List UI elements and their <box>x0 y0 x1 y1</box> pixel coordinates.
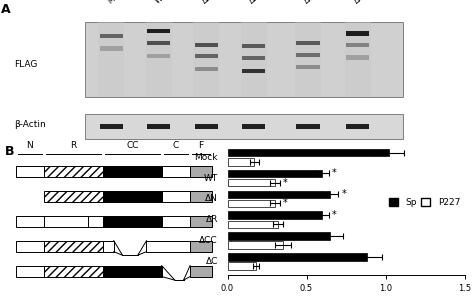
Text: *: * <box>332 210 337 220</box>
Bar <box>44 241 103 252</box>
Bar <box>44 191 103 202</box>
Bar <box>190 266 212 277</box>
Bar <box>194 124 218 129</box>
Bar <box>228 211 322 219</box>
Bar <box>228 262 256 270</box>
Text: WT: WT <box>204 174 218 183</box>
Text: ΔN: ΔN <box>201 0 215 5</box>
Bar <box>103 166 162 177</box>
Bar <box>16 266 44 277</box>
Bar <box>194 43 218 47</box>
Bar <box>16 241 44 252</box>
Bar <box>147 41 171 45</box>
Bar <box>228 200 275 207</box>
Text: *: * <box>332 169 337 179</box>
Text: WT: WT <box>153 0 168 5</box>
Text: ΔCC: ΔCC <box>200 236 218 245</box>
Bar <box>147 29 171 33</box>
Text: ΔCC: ΔCC <box>302 0 320 5</box>
Bar <box>162 191 190 202</box>
Bar <box>44 166 103 177</box>
Text: ΔC: ΔC <box>206 257 218 266</box>
Text: Mock: Mock <box>194 153 218 162</box>
Bar <box>103 241 114 252</box>
Bar <box>228 170 322 177</box>
Text: FLAG: FLAG <box>14 60 37 69</box>
Text: ΔC: ΔC <box>352 0 366 5</box>
Bar <box>346 56 370 60</box>
Bar <box>297 124 319 129</box>
Text: ΔN: ΔN <box>205 194 218 203</box>
Text: Mock: Mock <box>106 0 127 5</box>
Bar <box>190 241 212 252</box>
Bar <box>103 266 162 277</box>
Text: *: * <box>283 199 288 208</box>
Bar <box>190 166 212 177</box>
Bar <box>228 149 389 156</box>
Legend: Sp, P227: Sp, P227 <box>389 198 460 207</box>
Bar <box>194 67 218 71</box>
Bar <box>193 22 219 97</box>
Bar <box>295 22 321 97</box>
Text: ΔR: ΔR <box>248 0 262 5</box>
Bar <box>228 232 330 240</box>
Bar <box>190 191 212 202</box>
Bar <box>240 22 266 97</box>
Bar <box>242 124 265 129</box>
Bar <box>346 31 370 36</box>
Bar <box>146 241 190 252</box>
Bar <box>228 221 278 228</box>
Bar <box>147 54 171 58</box>
Bar <box>103 216 162 227</box>
Text: A: A <box>1 3 10 16</box>
Bar <box>146 22 172 97</box>
Bar <box>297 65 319 69</box>
Bar <box>242 69 265 73</box>
Bar <box>16 166 44 177</box>
Bar <box>228 241 283 249</box>
Bar <box>147 124 171 129</box>
Bar <box>242 56 265 60</box>
Text: F: F <box>199 141 203 150</box>
Bar <box>297 53 319 57</box>
Bar <box>99 22 124 97</box>
Bar <box>346 124 370 129</box>
Bar <box>194 54 218 58</box>
Bar <box>190 216 212 227</box>
Bar <box>297 41 319 45</box>
Text: N: N <box>27 141 33 150</box>
Bar <box>228 158 255 166</box>
Bar <box>242 44 265 48</box>
Text: *: * <box>283 178 288 188</box>
Bar <box>228 253 366 260</box>
Bar <box>228 179 275 186</box>
Bar <box>345 22 371 97</box>
Bar <box>100 46 123 51</box>
Bar <box>103 191 162 202</box>
Bar <box>162 166 190 177</box>
Text: C: C <box>173 141 179 150</box>
Bar <box>85 22 403 97</box>
Text: ΔR: ΔR <box>206 215 218 224</box>
Text: CC: CC <box>126 141 138 150</box>
Text: β-Actin: β-Actin <box>14 120 46 129</box>
Bar <box>346 43 370 47</box>
Bar <box>88 216 103 227</box>
Bar <box>100 34 123 38</box>
Bar <box>100 124 123 129</box>
Bar <box>228 190 330 198</box>
Text: B: B <box>5 144 14 158</box>
Bar <box>85 114 403 139</box>
Bar <box>44 266 103 277</box>
Bar <box>162 216 190 227</box>
Text: *: * <box>341 189 346 199</box>
Text: R: R <box>70 141 76 150</box>
Bar <box>16 216 44 227</box>
